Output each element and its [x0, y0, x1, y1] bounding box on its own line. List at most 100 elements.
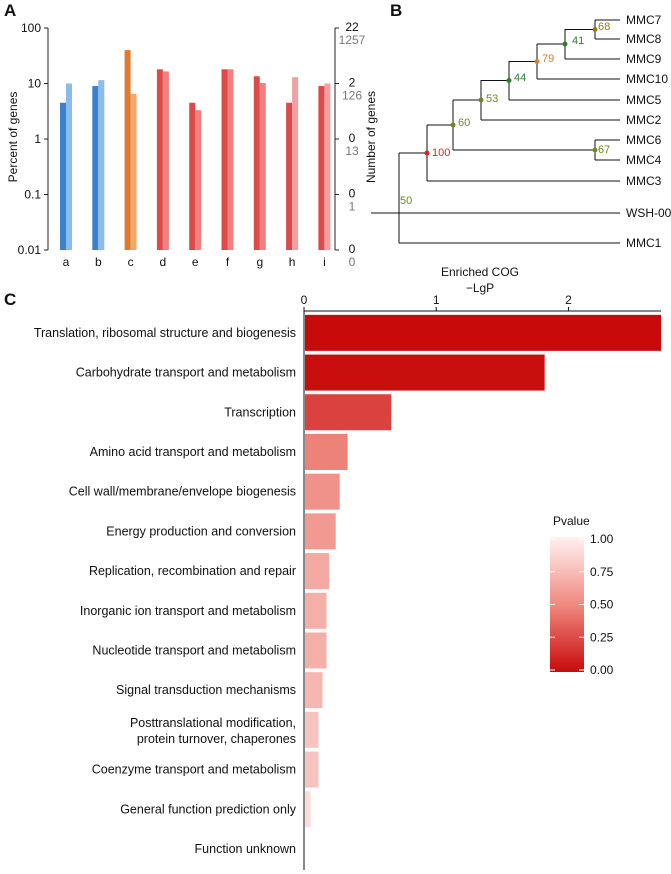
panel-a-ytick-label: 1 [34, 132, 41, 146]
panel-c-category-label: Translation, ribosomal structure and bio… [34, 326, 296, 340]
pvalue-legend-label: 0.00 [590, 663, 614, 677]
panel-a-bar-series2 [162, 71, 169, 250]
tree-node-dot [450, 122, 456, 128]
tree-leaf-label: WSH-004 [626, 206, 671, 220]
panel-a-bar-series2 [98, 80, 105, 250]
panel-c-title: Enriched COG [441, 265, 519, 279]
panel-a-y2tick-total: 13 [345, 144, 359, 158]
panel-c-bar [305, 314, 661, 351]
panel-c-xtick-label: 2 [565, 293, 572, 307]
panel-a-ytick-label: 10 [28, 77, 42, 91]
pvalue-legend-label: 0.75 [590, 565, 614, 579]
tree-bootstrap-label: 100 [432, 147, 450, 159]
panel-c-category-label: Nucleotide transport and metabolism [92, 643, 296, 657]
panel-b-tree: MMC7 MMC8 MMC9 MMC10 MMC5 MMC2 MMC6 MMC4 MMC3 WSH… [371, 13, 671, 250]
pvalue-colorbar [550, 537, 584, 672]
tree-node-dot [592, 27, 598, 32]
panel-a-bar-series1 [318, 86, 325, 250]
panel-a-bar-series2 [227, 69, 234, 251]
tree-bootstrap-label: 53 [486, 93, 498, 105]
pvalue-legend-label: 1.00 [590, 532, 614, 546]
panel-label-a: A [4, 1, 16, 20]
panel-c-bar [305, 473, 340, 510]
panel-c-bar [305, 592, 327, 629]
panel-a-bar-series1 [221, 69, 228, 251]
panel-a-ytick-label: 0.1 [24, 188, 41, 202]
panel-c-xlabel: −LgP [466, 281, 494, 295]
tree-leaf-label: MMC3 [626, 174, 662, 188]
tree-bootstrap-label: 79 [542, 53, 554, 65]
panel-c-bar [305, 354, 545, 391]
panel-a-bar-series2 [66, 83, 72, 250]
tree-bootstrap-label: 60 [458, 117, 470, 129]
panel-a-y2tick-count: 0 [349, 242, 356, 256]
tree-leaf-label: MMC8 [626, 32, 662, 46]
panel-c-category-label: Signal transduction mechanisms [116, 683, 296, 697]
panel-c-category-label: Function unknown [195, 842, 297, 856]
tree-node-dot [534, 59, 540, 64]
panel-a-bar-series2 [130, 93, 137, 251]
panel-c-category-label: Posttranslational modification, [130, 716, 296, 730]
panel-a-bar-chart: Percent of genes Number of genes 100 2212… [6, 20, 378, 269]
pvalue-legend-label: 0.25 [590, 630, 614, 644]
tree-leaf-label: MMC7 [626, 13, 662, 27]
panel-c-bar [305, 711, 319, 748]
panel-c-category-label: Cell wall/membrane/envelope biogenesis [69, 485, 296, 499]
panel-a-y2tick-count: 2 [349, 76, 356, 90]
tree-leaf-label: MMC9 [626, 52, 662, 66]
panel-c-bar [305, 553, 330, 590]
panel-c-bar [305, 513, 336, 550]
pvalue-legend-label: 0.50 [590, 598, 614, 612]
panel-c-category-label: Energy production and conversion [106, 524, 296, 538]
panel-c-xtick-label: 0 [301, 293, 308, 307]
panel-a-y2label: Number of genes [364, 91, 378, 183]
panel-a-category-label: a [63, 255, 70, 269]
panel-c-bar [305, 751, 319, 788]
panel-c-category-label: Transcription [224, 405, 296, 419]
panel-c-category-label: General function prediction only [120, 802, 297, 816]
panel-a-bar-series1 [189, 102, 196, 250]
panel-a-ytick-label: 100 [21, 21, 41, 35]
tree-bootstrap-label: 67 [598, 144, 610, 156]
panel-a-bar-series1 [124, 50, 131, 251]
tree-leaf-label: MMC10 [626, 72, 668, 86]
panel-label-b: B [390, 1, 402, 20]
panel-a-category-label: i [323, 255, 326, 269]
panel-c-bar-chart: Enriched COG −LgP 0 1 2 Translation, ribos… [34, 265, 661, 870]
panel-c-bar [305, 394, 392, 431]
panel-a-category-label: d [160, 255, 167, 269]
panel-a-category-label: c [128, 255, 134, 269]
panel-a-bar-series2 [259, 83, 266, 250]
panel-a-category-label: f [226, 255, 230, 269]
panel-a-y2tick-total: 0 [349, 255, 356, 269]
panel-a-category-label: e [192, 255, 199, 269]
panel-c-category-label: Replication, recombination and repair [89, 564, 296, 578]
panel-a-category-label: h [289, 255, 296, 269]
tree-node-dot [592, 147, 598, 153]
panel-a-bar-series2 [195, 110, 202, 250]
panel-a-ylabel: Percent of genes [6, 92, 20, 183]
tree-node-dot [506, 78, 512, 83]
panel-c-xtick-label: 1 [433, 293, 440, 307]
panel-c-category-label-cont: protein turnover, chaperones [137, 732, 296, 746]
panel-a-category-label: g [256, 255, 263, 269]
panel-c-bar [305, 632, 327, 669]
panel-c-category-label: Inorganic ion transport and metabolism [80, 604, 296, 618]
tree-bootstrap-label: 68 [598, 21, 610, 33]
panel-a-y2tick-count: 0 [349, 187, 356, 201]
panel-c-category-label: Carbohydrate transport and metabolism [76, 366, 296, 380]
panel-c-category-label: Amino acid transport and metabolism [90, 445, 296, 459]
tree-node-dot [424, 150, 430, 156]
panel-c-bar [305, 672, 323, 709]
panel-a-bar-series2 [292, 77, 299, 250]
panel-a-bar-series1 [253, 76, 260, 250]
panel-a-ytick-label: 0.01 [18, 243, 42, 257]
tree-node-dot [562, 41, 568, 47]
tree-leaf-label: MMC6 [626, 133, 662, 147]
panel-a-y2tick-total: 126 [342, 89, 362, 103]
tree-bootstrap-label: 41 [572, 35, 584, 47]
tree-leaf-label: MMC1 [626, 236, 662, 250]
panel-a-y2tick-total: 1 [349, 200, 356, 214]
panel-label-c: C [4, 290, 16, 309]
